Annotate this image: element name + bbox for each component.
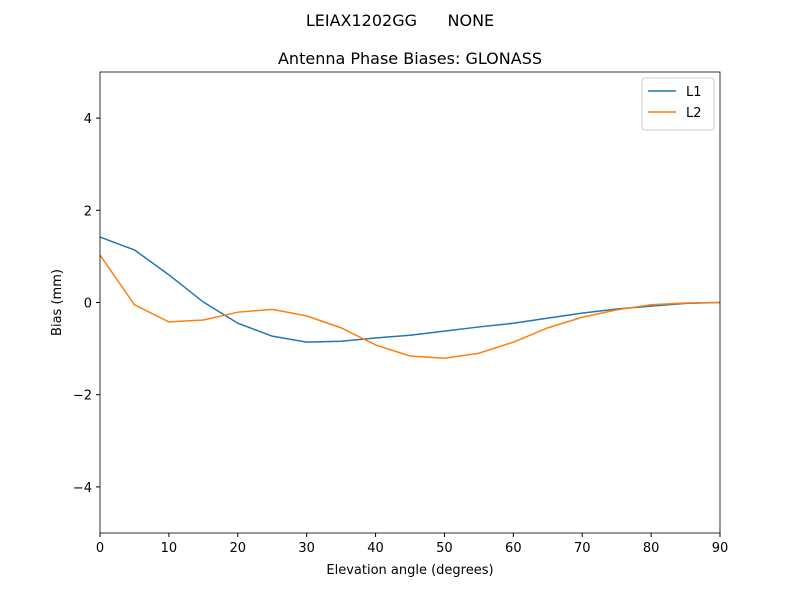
y-axis-label: Bias (mm) — [50, 269, 65, 336]
x-axis-label: Elevation angle (degrees) — [326, 563, 493, 578]
line-series — [99, 254, 721, 360]
x-tick-label: 10 — [161, 541, 178, 556]
y-tick-label: 2 — [84, 204, 92, 219]
x-tick-label: 80 — [643, 541, 660, 556]
legend-box — [641, 77, 715, 131]
x-tick-label: 20 — [230, 541, 247, 556]
x-tick-label: 40 — [367, 541, 384, 556]
line-series — [99, 236, 721, 343]
x-tick-label: 30 — [298, 541, 315, 556]
x-tick-label: 60 — [505, 541, 522, 556]
x-tick-label: 70 — [574, 541, 591, 556]
y-tick-label: −4 — [73, 481, 92, 496]
y-tick-label: 0 — [84, 297, 92, 312]
y-tick-label: 4 — [84, 112, 92, 127]
legend-label: L1 — [686, 85, 702, 100]
chart-title: Antenna Phase Biases: GLONASS — [278, 49, 542, 68]
legend-label: L2 — [686, 106, 702, 121]
y-tick-label: −2 — [73, 389, 92, 404]
x-tick-label: 0 — [96, 541, 104, 556]
plot-frame — [99, 71, 721, 534]
suptitle: LEIAX1202GG NONE — [306, 11, 494, 30]
x-tick-label: 50 — [436, 541, 453, 556]
x-tick-label: 90 — [712, 541, 729, 556]
